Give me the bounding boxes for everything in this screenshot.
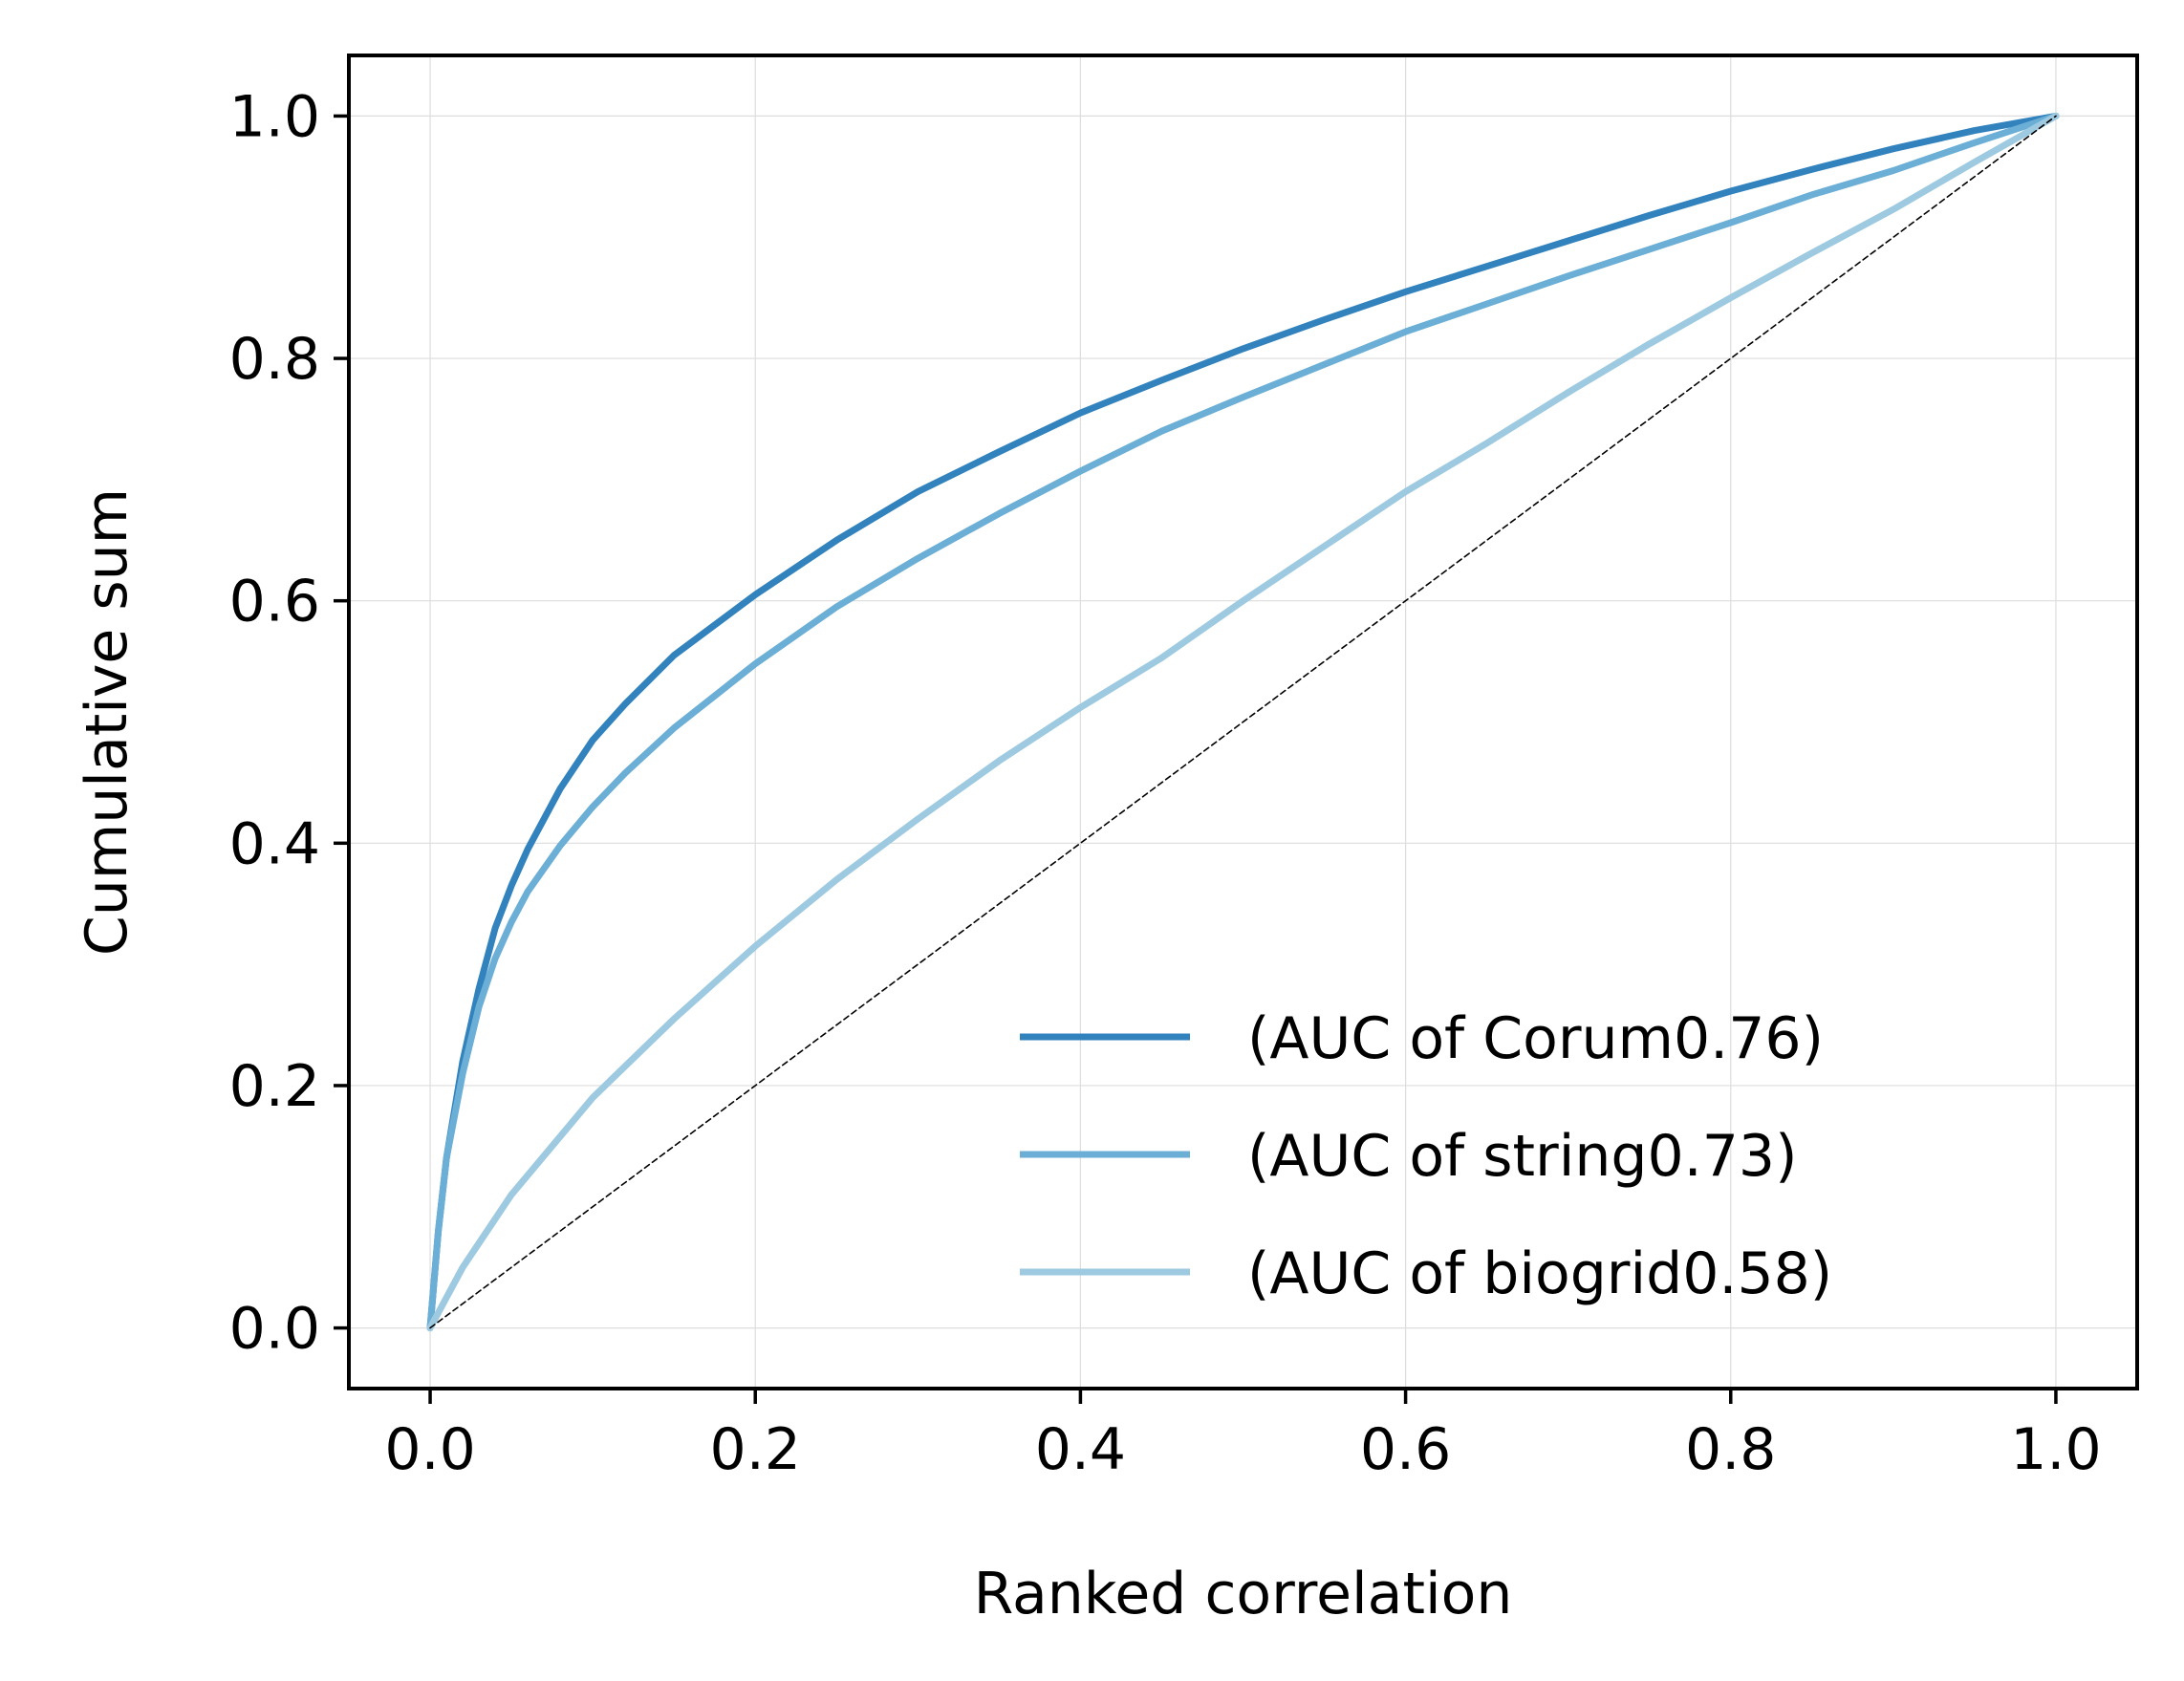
series-lines [426, 112, 2060, 1332]
y-axis-ticks: 0.0 0.2 0.4 0.6 0.8 1.0 [229, 83, 349, 1363]
legend-label: (AUC of biogrid0.58) [1247, 1240, 1832, 1307]
series-line-1 [426, 112, 2060, 1332]
y-tick-label: 0.4 [229, 810, 320, 877]
y-axis-label: Cumulative sum [74, 488, 141, 956]
x-tick-label: 0.6 [1360, 1416, 1451, 1483]
legend-label: (AUC of string0.73) [1247, 1123, 1797, 1190]
y-tick-label: 0.6 [229, 569, 320, 636]
y-tick-label: 0.2 [229, 1053, 320, 1120]
series-line-2 [426, 112, 2060, 1332]
x-axis-ticks: 0.0 0.2 0.4 0.6 0.8 1.0 [384, 1389, 2102, 1483]
y-tick-label: 0.8 [229, 326, 320, 393]
x-axis-label: Ranked correlation [974, 1561, 1513, 1627]
diagonal-reference-line [429, 115, 2057, 1329]
legend-label: (AUC of Corum0.76) [1247, 1005, 1824, 1072]
plot-frame [347, 54, 2139, 1390]
grid-lines [349, 55, 2137, 1389]
x-tick-label: 0.8 [1685, 1416, 1776, 1483]
x-tick-label: 0.2 [710, 1416, 801, 1483]
x-tick-label: 1.0 [2010, 1416, 2101, 1483]
y-tick-label: 1.0 [229, 83, 320, 150]
y-tick-label: 0.0 [229, 1296, 320, 1363]
x-tick-label: 0.4 [1035, 1416, 1126, 1483]
legend: (AUC of Corum0.76) (AUC of string0.73) (AU… [1020, 1005, 1832, 1307]
series-line-3 [426, 112, 2060, 1332]
x-tick-label: 0.0 [384, 1416, 475, 1483]
